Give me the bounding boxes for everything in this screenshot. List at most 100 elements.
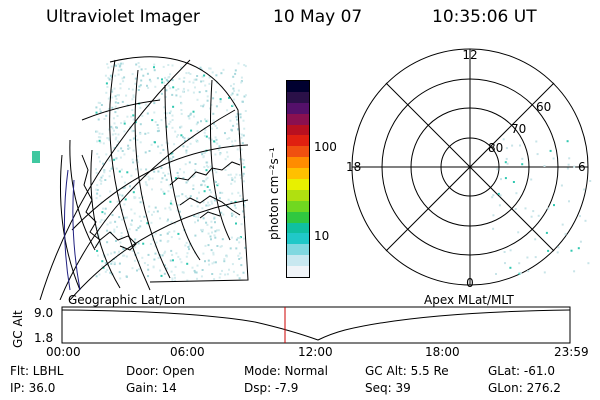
uv-pixel [238,252,241,255]
uv-pixel [116,200,119,203]
uv-pixel [154,141,156,144]
uv-pixel [240,264,243,267]
uv-pixel [151,119,154,122]
uv-pixel [95,197,98,200]
uv-pixel [227,198,230,201]
uv-pixel [118,216,121,219]
uv-pixel [240,76,243,79]
uv-pixel [113,87,116,90]
uv-pixel [188,80,191,83]
uv-pixel [109,74,112,77]
uv-pixel [119,82,122,85]
uv-pixel [519,271,522,274]
uv-pixel [210,191,213,194]
uv-pixel [153,102,156,105]
uv-pixel [242,162,245,165]
uv-pixel [114,220,117,223]
uv-pixel [114,132,117,135]
uv-pixel [218,145,221,148]
uv-pixel [202,200,205,203]
uv-pixel [214,236,217,239]
uv-pixel [105,114,108,117]
uv-pixel [230,236,233,239]
uv-pixel [206,164,208,167]
uv-pixel [526,256,529,259]
uv-pixel [209,150,212,152]
uv-pixel [202,105,205,108]
uv-pixel [206,176,209,179]
uv-pixel [96,184,99,187]
uv-pixel [169,87,172,90]
uv-pixel [157,170,160,173]
mlat-label-70: 70 [511,122,526,136]
uv-pixel [242,271,245,274]
uv-pixel [577,247,580,250]
alt-xtick-4: 23:59 [554,345,589,359]
colorbar-segment [287,124,309,136]
uv-pixel [547,249,550,252]
uv-pixel [172,155,175,158]
uv-pixel [157,129,160,132]
uv-pixel [101,260,104,263]
uv-pixel [213,195,216,198]
uv-pixel [165,178,168,181]
uv-pixel [150,221,153,224]
uv-pixel [197,216,200,219]
uv-pixel [506,162,509,165]
uv-pixel [512,181,515,183]
uv-pixel [243,205,246,208]
uv-pixel [549,149,552,152]
uv-pixel [96,130,99,133]
uv-pixel [154,245,157,248]
uv-pixel [232,83,235,86]
uv-pixel [210,169,212,172]
uv-pixel [200,184,203,187]
uv-pixel [167,190,170,193]
uv-pixel [201,230,204,233]
uv-pixel [107,137,110,140]
uv-pixel [222,213,225,216]
uv-pixel [115,167,118,170]
uv-pixel [231,179,234,181]
uv-pixel [137,89,140,91]
altitude-curve [61,309,571,341]
uv-pixel [211,273,214,275]
uv-pixel [224,273,227,276]
uv-pixel [241,142,244,145]
uv-pixel [194,234,197,237]
uv-pixel [144,181,147,184]
uv-pixel [122,80,125,83]
uv-pixel [518,262,521,265]
uv-pixel [168,166,171,169]
uv-pixel [242,159,245,162]
uv-pixel [168,112,171,115]
uv-pixel [545,231,548,234]
uv-pixel [153,69,156,72]
uv-pixel [518,272,521,275]
uv-pixel [210,138,213,141]
uv-pixel [166,142,169,145]
uv-pixel [160,188,163,191]
uv-pixel [196,75,199,77]
uv-pixel [194,221,197,224]
uv-pixel [182,177,185,180]
uv-pixel [135,229,138,232]
colorbar-segment [287,211,309,223]
uv-pixel [165,267,168,270]
uv-pixel [186,252,189,255]
uv-pixel [113,147,116,150]
uv-pixel [202,252,205,255]
uv-pixel [97,254,99,257]
uv-pixel [567,163,570,166]
uv-pixel [199,66,202,69]
uv-pixel [130,208,133,211]
uv-emission-scatter [95,62,247,282]
uv-pixel [185,181,188,184]
door-info: Door: Open [126,364,195,378]
uv-pixel [103,171,106,174]
uv-pixel [500,178,502,181]
uv-pixel [543,165,546,167]
uv-pixel [107,76,110,79]
uv-pixel [561,223,564,226]
uv-pixel [244,110,247,112]
